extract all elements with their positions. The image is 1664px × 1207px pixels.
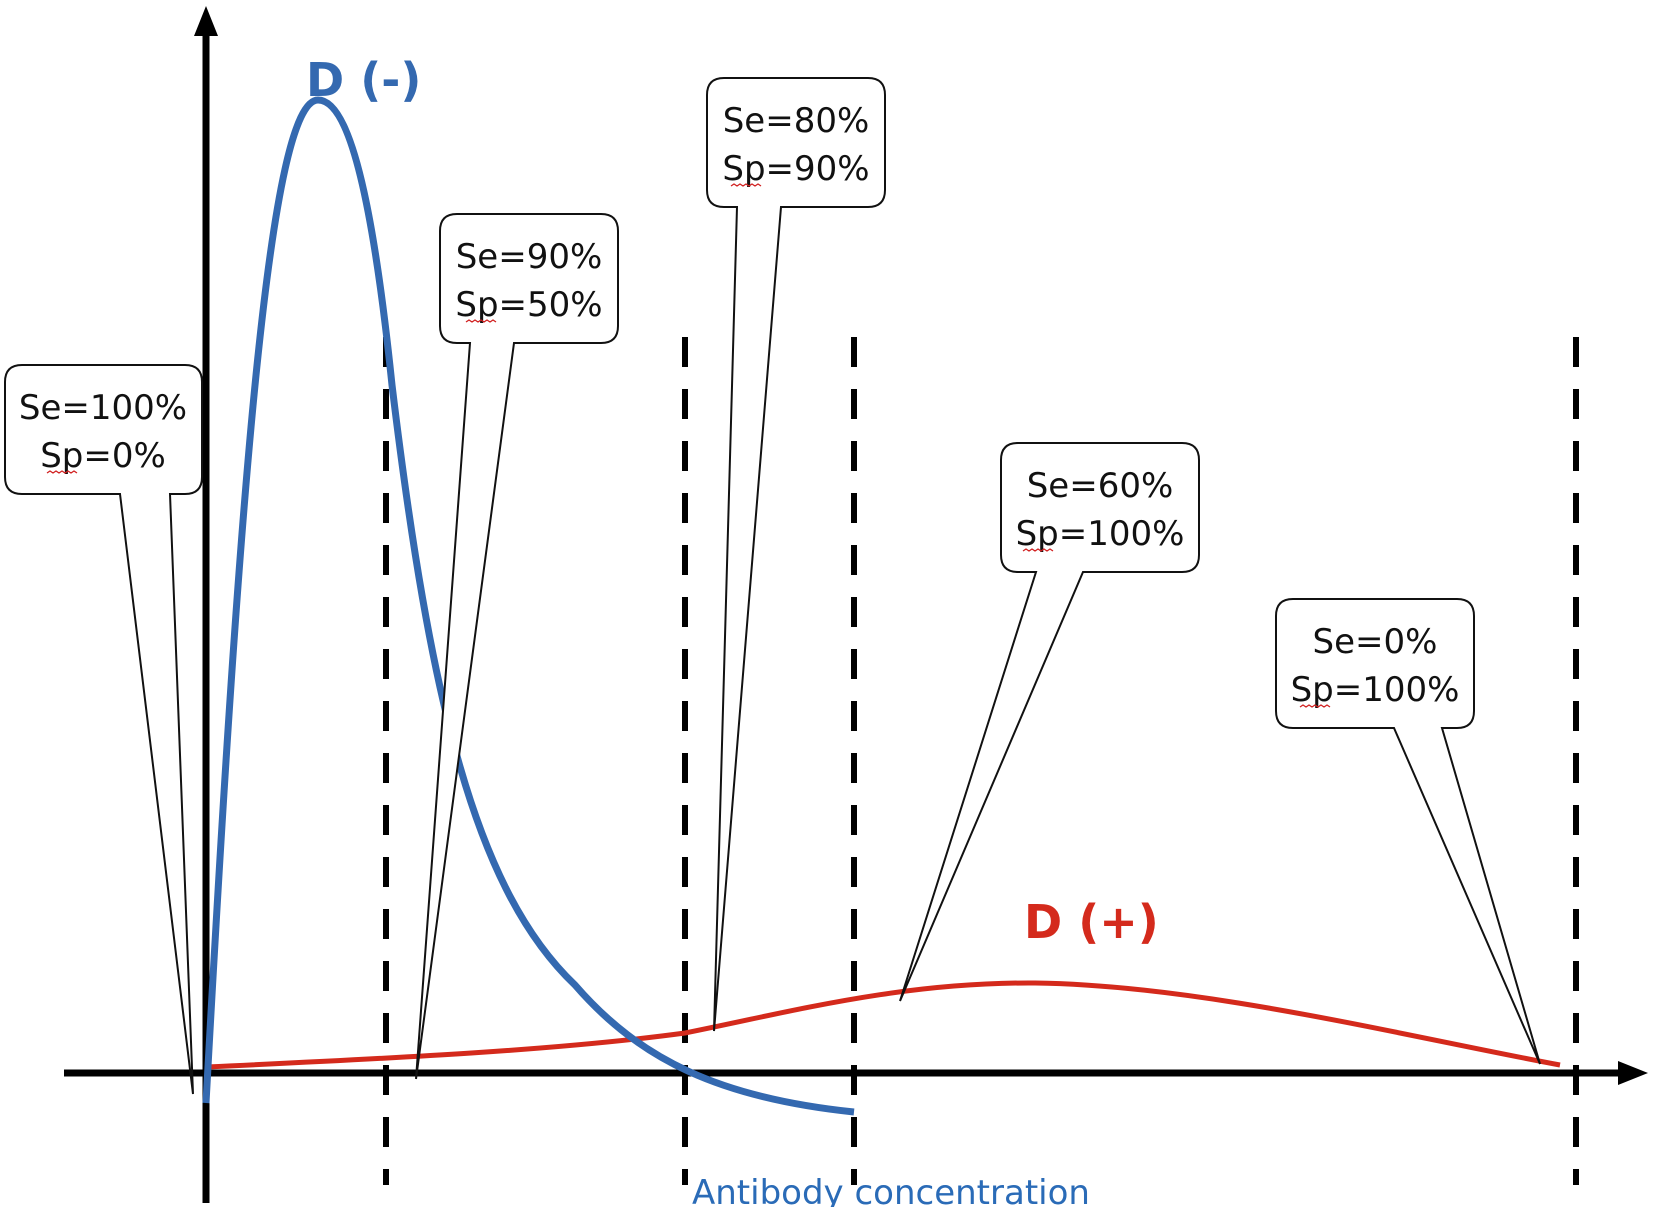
callout-sp-text: Sp=0% xyxy=(40,436,166,476)
callout-bubble xyxy=(1275,598,1541,1065)
spellcheck-underline xyxy=(730,183,762,187)
x-axis-title: Antibody concentration xyxy=(692,1173,1090,1207)
callout-se-text: Se=0% xyxy=(1313,622,1438,662)
callout-sp-text: Sp=90% xyxy=(722,149,869,189)
callout-sp-text: Sp=100% xyxy=(1291,670,1460,710)
callout-sp-text: Sp=50% xyxy=(455,285,602,325)
axes xyxy=(64,6,1648,1203)
spellcheck-underline xyxy=(1299,704,1331,708)
callout-bubble xyxy=(415,213,619,1080)
callout-bubble xyxy=(706,77,886,1032)
callout-se60-sp100: Se=60% Sp=100% xyxy=(899,442,1200,1002)
callout-bubble xyxy=(4,364,203,1095)
callout-se100-sp0: Se=100% Sp=0% xyxy=(4,364,203,1095)
callout-se-text: Se=80% xyxy=(723,101,870,141)
d-negative-label: D (-) xyxy=(306,53,421,107)
d-negative-curve xyxy=(202,96,855,1116)
y-axis-arrowhead xyxy=(194,6,218,36)
callout-se90-sp50: Se=90% Sp=50% xyxy=(415,213,619,1080)
d-positive-label: D (+) xyxy=(1024,895,1159,949)
callout-bubble xyxy=(899,442,1200,1002)
spellcheck-underline xyxy=(465,319,497,323)
spellcheck-underline xyxy=(46,470,78,474)
callout-se-text: Se=60% xyxy=(1027,466,1174,506)
callout-sp-text: Sp=100% xyxy=(1016,514,1185,554)
spellcheck-underline xyxy=(1022,548,1054,552)
callout-se0-sp100: Se=0% Sp=100% xyxy=(1275,598,1541,1065)
d-positive-curve xyxy=(205,980,1561,1070)
callout-se-text: Se=90% xyxy=(456,237,603,277)
callout-se-text: Se=100% xyxy=(19,388,187,428)
callout-se80-sp90: Se=80% Sp=90% xyxy=(706,77,886,1032)
x-axis-arrowhead xyxy=(1618,1061,1648,1085)
